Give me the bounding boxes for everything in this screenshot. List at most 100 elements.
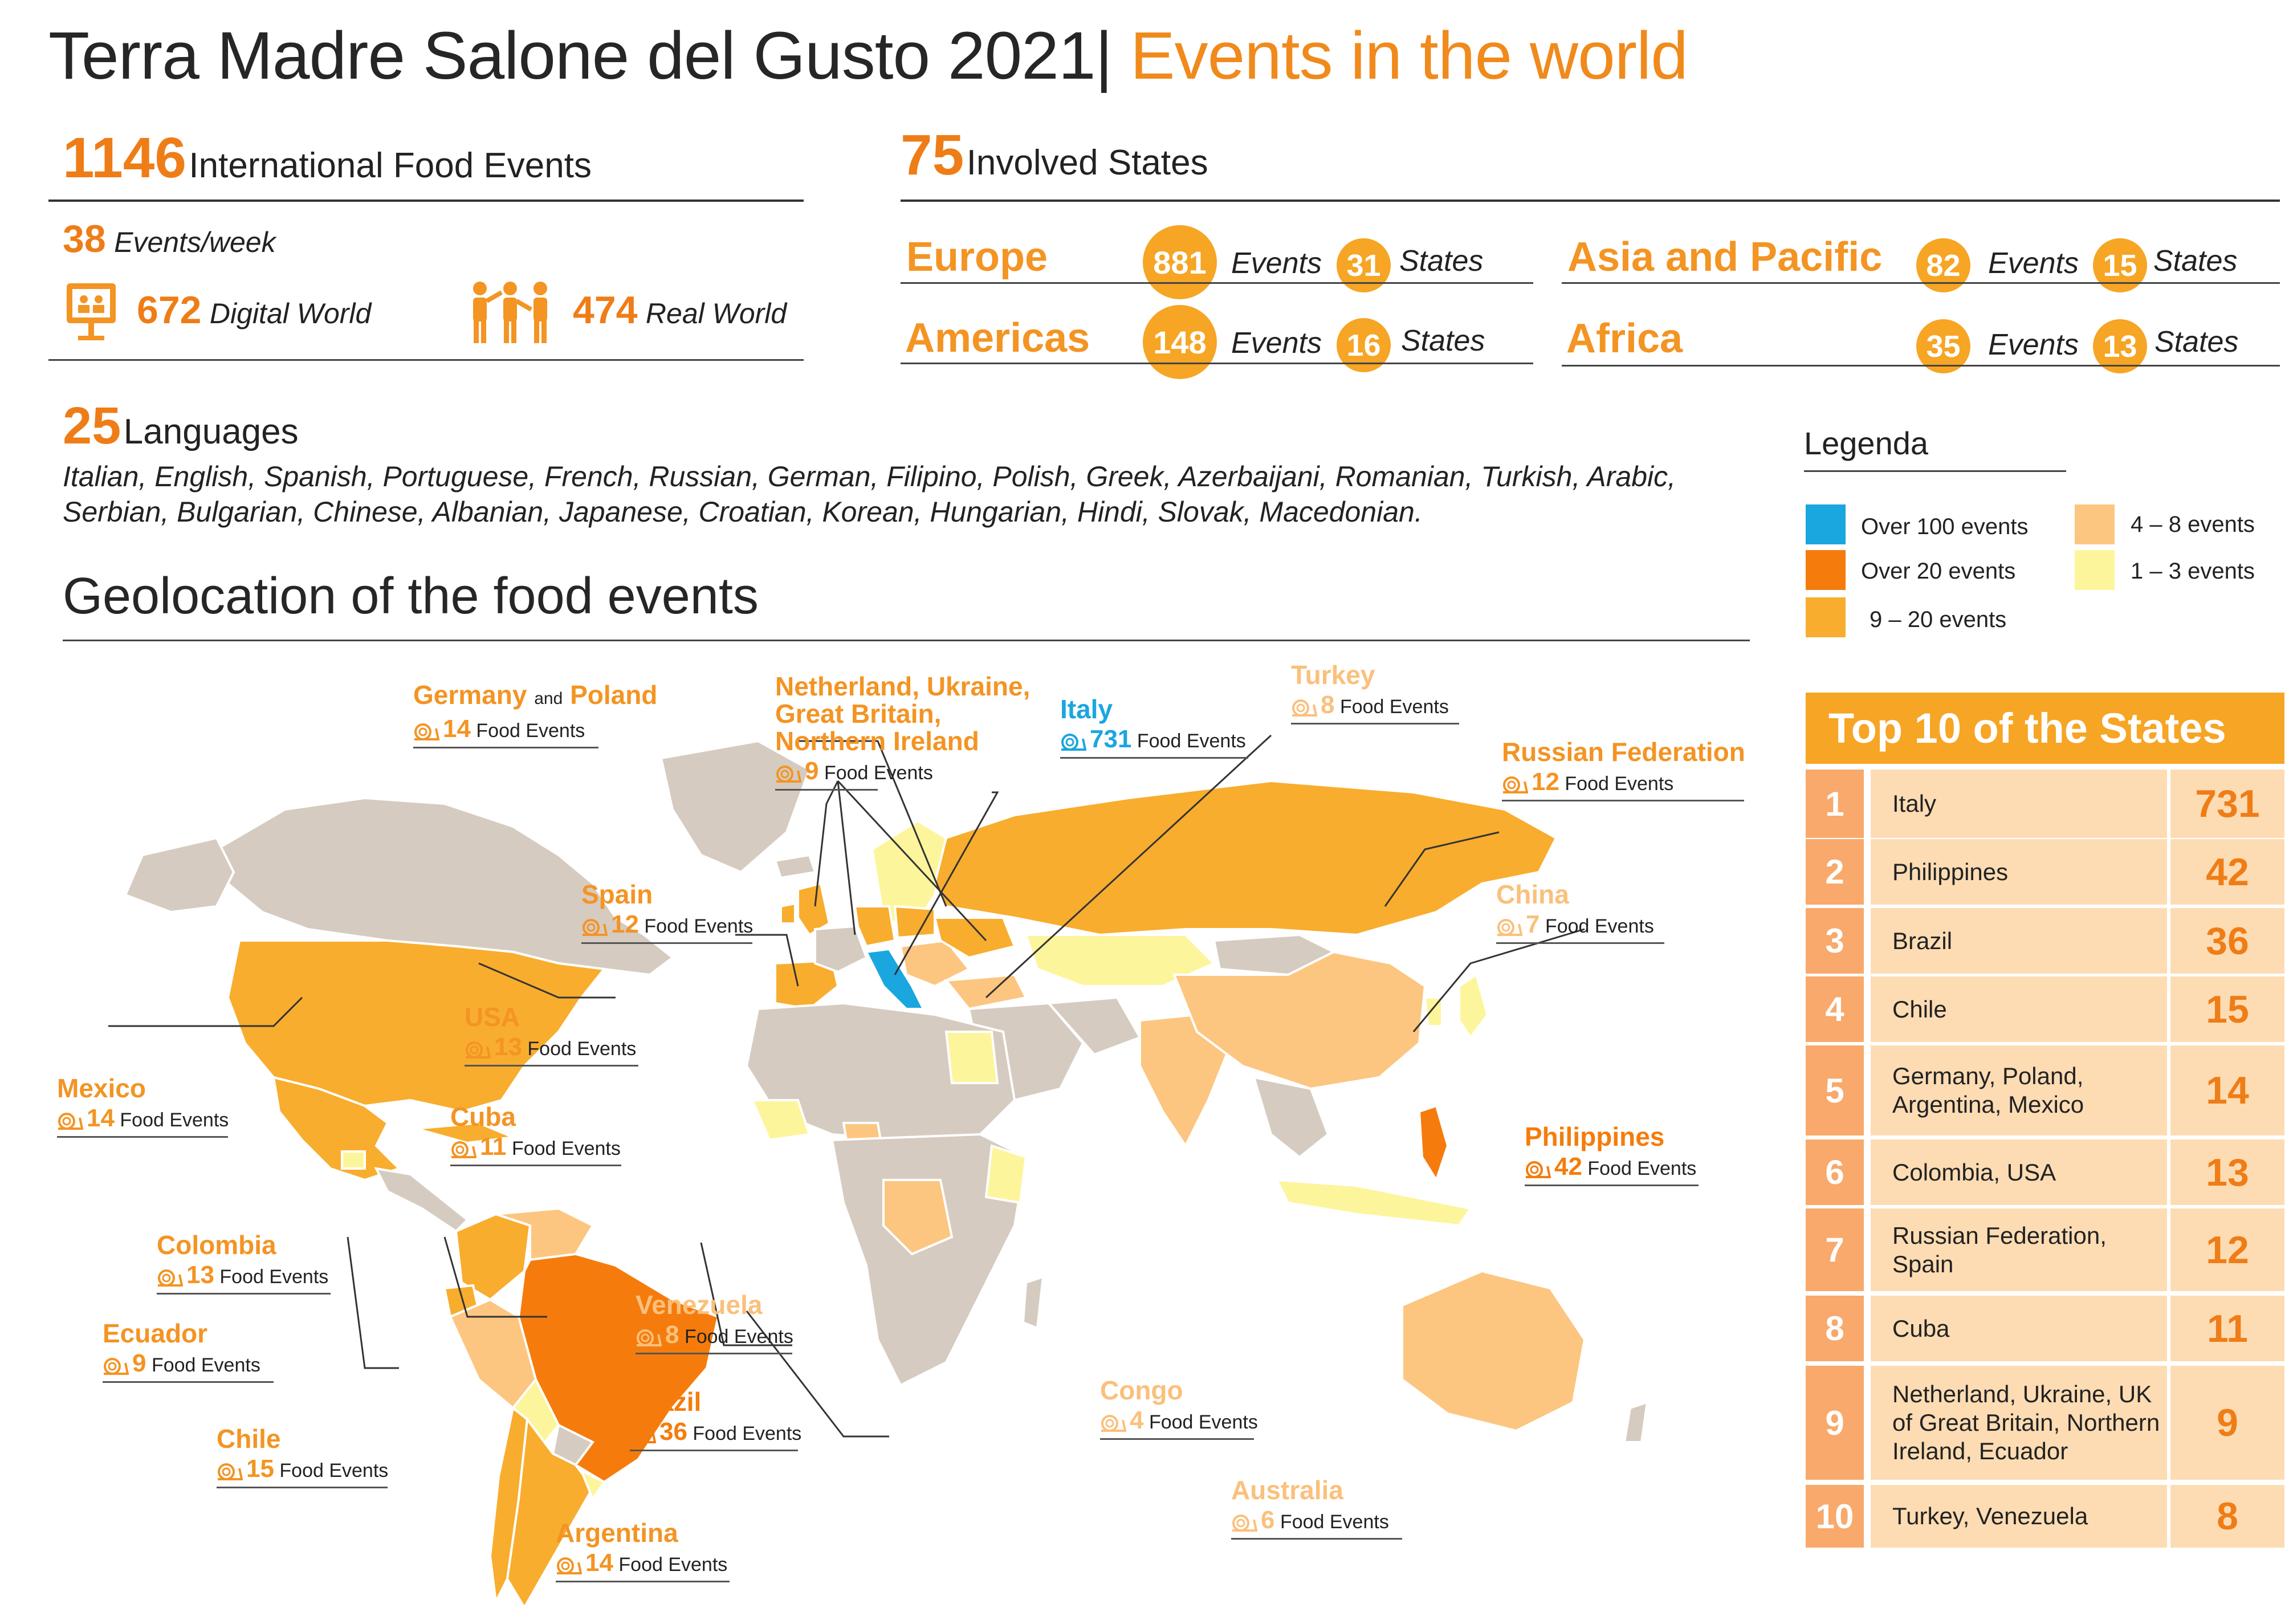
map-label-ecuador: Ecuador 9 Food Events bbox=[103, 1320, 274, 1383]
food-events-count: 9 bbox=[805, 757, 819, 785]
snail-icon bbox=[637, 1329, 662, 1347]
country-name-2: Great Britain, bbox=[775, 699, 942, 728]
argentina-shape bbox=[506, 1416, 594, 1610]
nz-shape bbox=[1623, 1401, 1649, 1443]
languages-number: 25 bbox=[63, 397, 121, 455]
label-underline bbox=[465, 1065, 638, 1067]
top10-value: 11 bbox=[2170, 1296, 2284, 1361]
label-underline bbox=[556, 1581, 730, 1582]
ukraine-shape bbox=[933, 917, 1016, 959]
legend-label: 9 – 20 events bbox=[1870, 607, 2007, 632]
top10-row: 7 Russian Federation, Spain 12 bbox=[1806, 1208, 2284, 1291]
food-events-label: International Food Events bbox=[189, 146, 592, 185]
map-label-brazil: Brazil 36 Food Events bbox=[630, 1388, 801, 1451]
label-underline bbox=[1525, 1185, 1699, 1186]
food-events-suffix: Food Events bbox=[476, 720, 585, 742]
food-events-suffix: Food Events bbox=[1565, 773, 1674, 795]
label-underline bbox=[636, 1353, 792, 1354]
top10-state: Italy bbox=[1871, 770, 2167, 838]
country-name: Turkey bbox=[1291, 660, 1375, 690]
east-africa-shape bbox=[984, 1144, 1028, 1204]
top10-value: 36 bbox=[2170, 908, 2284, 974]
top10-row: 5 Germany, Poland, Argentina, Mexico 14 bbox=[1806, 1045, 2284, 1135]
food-events-count: 6 bbox=[1261, 1506, 1275, 1534]
region-states-badge: 15 bbox=[2093, 238, 2147, 292]
alaska-shape bbox=[124, 836, 235, 914]
label-underline bbox=[581, 942, 752, 944]
region-events-label: Events bbox=[1988, 328, 2079, 361]
country-name: Russian Federation bbox=[1502, 737, 1745, 767]
label-underline bbox=[217, 1487, 388, 1488]
central-africa-shape bbox=[830, 1133, 1028, 1387]
japan-shape bbox=[1458, 972, 1489, 1040]
map-label-chile: Chile 15 Food Events bbox=[217, 1425, 388, 1488]
country-name: Brazil bbox=[630, 1387, 702, 1417]
label-underline bbox=[775, 789, 878, 791]
top10-value: 14 bbox=[2170, 1045, 2284, 1135]
map-label-congo: Congo 4 Food Events bbox=[1100, 1377, 1258, 1440]
label-underline bbox=[1502, 800, 1744, 801]
indonesia-shape bbox=[1274, 1178, 1473, 1227]
map-label-philippines: Philippines 42 Food Events bbox=[1525, 1123, 1699, 1186]
people-icon bbox=[473, 282, 547, 343]
map-label-russia: Russian Federation 12 Food Events bbox=[1502, 738, 1745, 801]
poland-shape bbox=[893, 905, 936, 939]
country-name: Ecuador bbox=[103, 1318, 208, 1348]
top10-value: 15 bbox=[2170, 976, 2284, 1042]
top10-row: 8 Cuba 11 bbox=[1806, 1296, 2284, 1361]
region-events-label: Events bbox=[1988, 247, 2079, 280]
states-number: 75 bbox=[901, 123, 964, 187]
top10-rank: 9 bbox=[1806, 1366, 1864, 1480]
top10-rank: 6 bbox=[1806, 1139, 1864, 1205]
food-events-suffix: Food Events bbox=[693, 1423, 802, 1444]
region-name: Americas bbox=[905, 315, 1090, 361]
region-name: Africa bbox=[1566, 316, 1683, 361]
cuba-shape bbox=[416, 1121, 518, 1145]
food-events-suffix: Food Events bbox=[824, 762, 933, 784]
world-map bbox=[108, 734, 1649, 1610]
top10-row: 10 Turkey, Venezuela 8 bbox=[1806, 1485, 2284, 1548]
country-name: Argentina bbox=[556, 1518, 678, 1548]
top10-rank: 2 bbox=[1806, 839, 1864, 905]
top10-row: 2 Philippines 42 bbox=[1806, 839, 2284, 905]
monitor-icon bbox=[67, 283, 116, 340]
top10-state: Cuba bbox=[1871, 1296, 2167, 1361]
food-events-suffix: Food Events bbox=[1545, 915, 1654, 937]
top10-state: Russian Federation, Spain bbox=[1871, 1208, 2167, 1291]
top10-rank: 7 bbox=[1806, 1208, 1864, 1291]
region-states-label: States bbox=[2154, 325, 2239, 359]
region-states-label: States bbox=[1401, 324, 1485, 357]
top10-row: 3 Brazil 36 bbox=[1806, 908, 2284, 974]
legend-label: 4 – 8 events bbox=[2131, 512, 2255, 537]
real-number: 474 bbox=[573, 288, 638, 332]
events-week-number: 38 bbox=[63, 217, 106, 261]
snail-icon bbox=[557, 1557, 582, 1575]
west-africa-shape bbox=[750, 1099, 811, 1142]
snail-icon bbox=[1101, 1415, 1126, 1432]
events-week-label: Events/week bbox=[114, 226, 276, 258]
snail-icon bbox=[466, 1041, 491, 1059]
region-events-badge: 82 bbox=[1916, 238, 1970, 292]
country-name: Venezuela bbox=[636, 1290, 763, 1320]
country-name: Netherland, Ukraine, bbox=[775, 671, 1031, 701]
map-label-cuba: Cuba 11 Food Events bbox=[450, 1103, 621, 1166]
page-title: Terra Madre Salone del Gusto 2021| Event… bbox=[48, 16, 1688, 97]
snail-icon bbox=[583, 919, 608, 937]
food-events-number: 1146 bbox=[63, 126, 186, 190]
germany-shape bbox=[853, 905, 897, 948]
food-events-suffix: Food Events bbox=[644, 915, 754, 937]
real-stat: 474 Real World bbox=[573, 288, 787, 332]
region-events-label: Events bbox=[1231, 247, 1322, 280]
country-name: Cuba bbox=[450, 1102, 516, 1131]
region-name: Asia and Pacific bbox=[1567, 234, 1883, 280]
food-events-count: 4 bbox=[1130, 1406, 1144, 1434]
food-events-count: 12 bbox=[611, 910, 639, 938]
country-name: China bbox=[1496, 880, 1569, 909]
caribbean-shape bbox=[341, 1150, 366, 1170]
legend-swatch-over20 bbox=[1806, 550, 1846, 590]
food-events-stat: 1146 International Food Events bbox=[63, 125, 592, 191]
top10-row: 9 Netherland, Ukraine, UK of Great Britai… bbox=[1806, 1366, 2284, 1480]
top10-rank: 3 bbox=[1806, 908, 1864, 974]
snail-icon bbox=[1061, 734, 1086, 751]
map-label-netherland: Netherland, Ukraine, Great Britain, Northe… bbox=[775, 673, 1030, 791]
